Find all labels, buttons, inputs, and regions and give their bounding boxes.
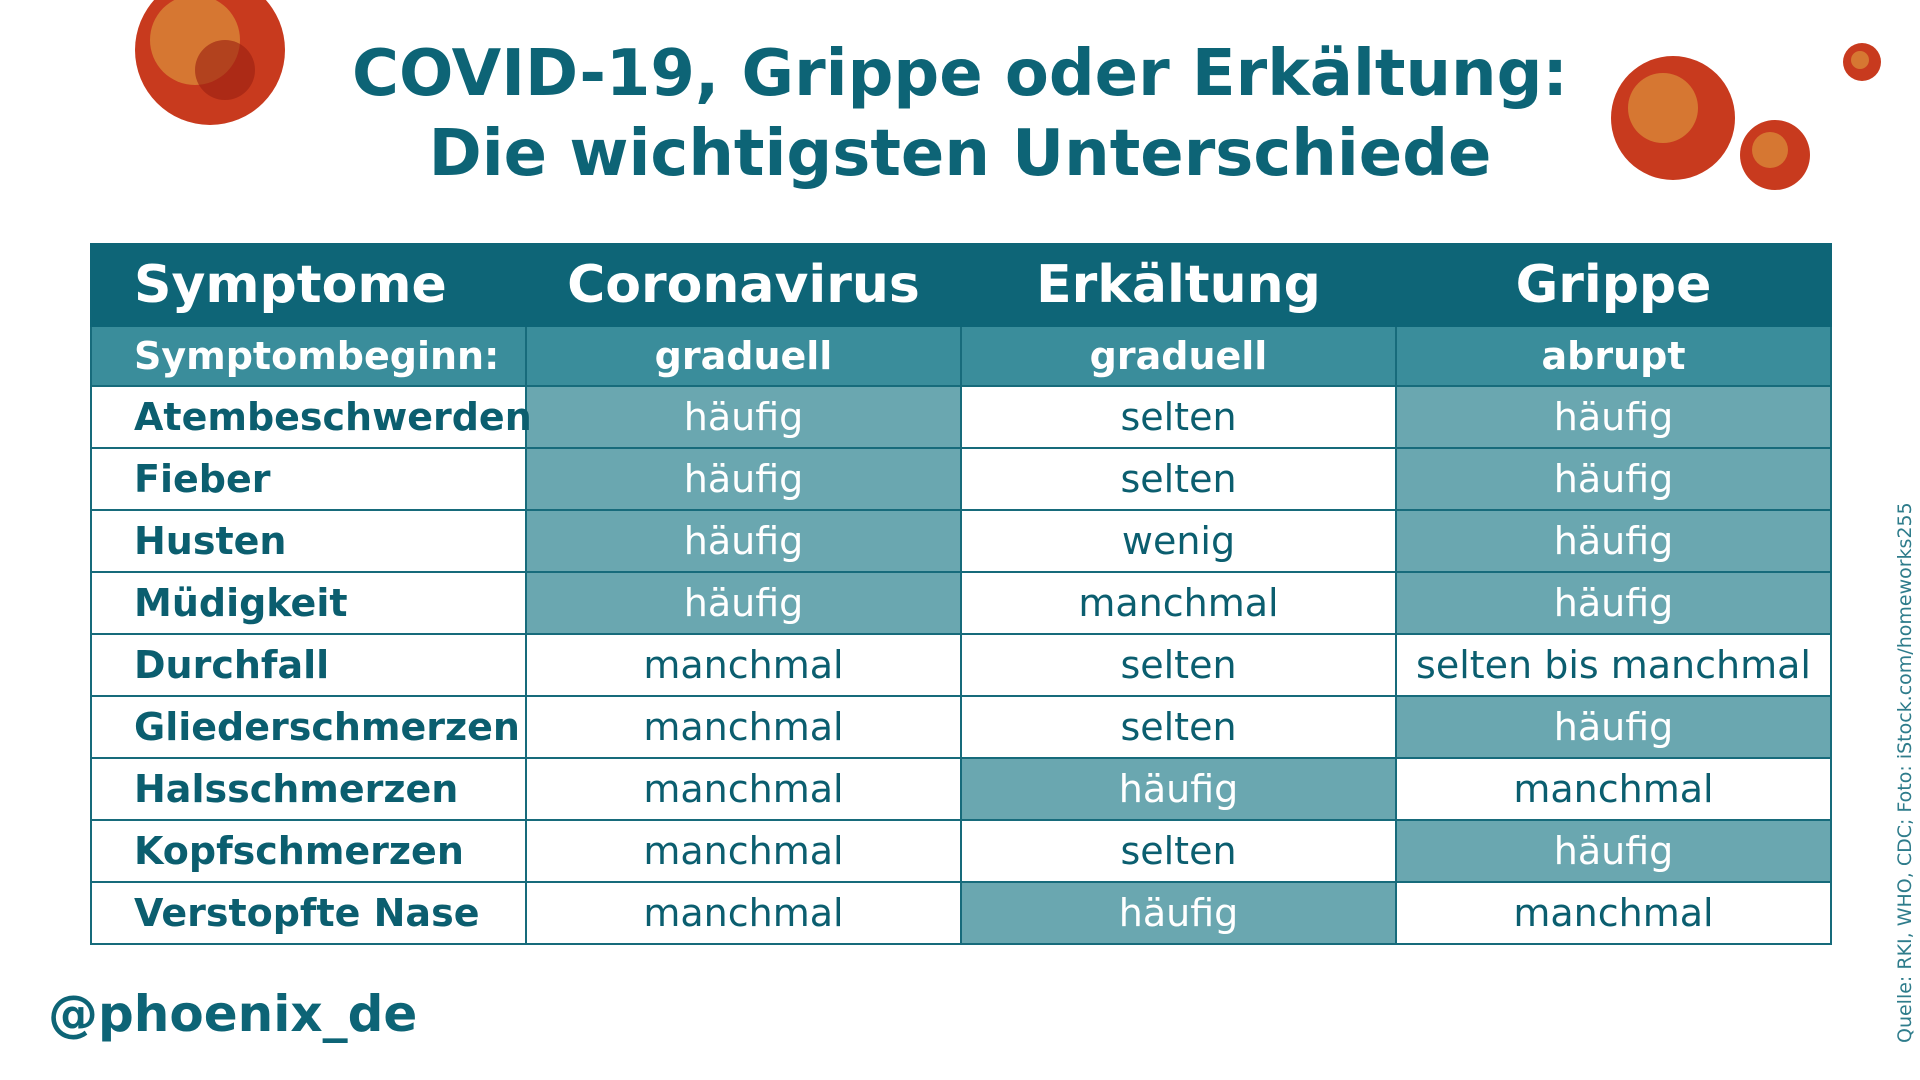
title: COVID-19, Grippe oder Erkältung: (352, 37, 1568, 111)
cell: selten bis manchmal (1395, 633, 1832, 697)
symptom: Gliederschmerzen (90, 695, 527, 759)
cell: manchmal (1395, 757, 1832, 821)
cell: häufig (525, 571, 962, 635)
cell: abrupt (1395, 325, 1832, 387)
title: Die wichtigsten Unterschiede (428, 117, 1492, 191)
column-header: Coronavirus (525, 243, 962, 327)
cell: häufig (1395, 819, 1832, 883)
cell: wenig (960, 509, 1397, 573)
table-row: Kopfschmerzen manchmal selten häufig (90, 819, 1832, 883)
cell: häufig (960, 881, 1397, 945)
cell: manchmal (525, 881, 962, 945)
header-row: Symptome Coronavirus Erkältung Grippe (90, 243, 1832, 327)
cell: manchmal (960, 571, 1397, 635)
table-row: Durchfall manchmal selten selten bis manchm… (90, 633, 1832, 697)
cell: manchmal (525, 819, 962, 883)
cell: häufig (1395, 447, 1832, 511)
cell: häufig (525, 447, 962, 511)
onset-row: Symptombeginn: graduell graduell abrupt (90, 325, 1832, 387)
comparison-table: Symptome Coronavirus Erkältung Grippe Sympt… (90, 243, 1832, 945)
table-body: Symptombeginn: graduell graduell abrupt Atem… (90, 325, 1832, 945)
virus-image (1740, 120, 1810, 190)
cell: selten (960, 447, 1397, 511)
symptom: Atembeschwerden (90, 385, 532, 449)
table-row: Halsschmerzen manchmal häufig manchmal (90, 757, 1832, 821)
cell: graduell (525, 325, 962, 387)
cell: graduell (960, 325, 1397, 387)
cell: häufig (1395, 385, 1832, 449)
cell: manchmal (525, 757, 962, 821)
column-header: Erkältung (960, 243, 1397, 327)
symptom: Verstopfte Nase (90, 881, 527, 945)
cell: manchmal (525, 695, 962, 759)
cell: häufig (1395, 509, 1832, 573)
cell: selten (960, 633, 1397, 697)
column-header: Symptome (90, 243, 527, 327)
symptom: Halsschmerzen (90, 757, 527, 821)
table-row: Fieber häufig selten häufig (90, 447, 1832, 511)
cell: häufig (1395, 695, 1832, 759)
cell: manchmal (525, 633, 962, 697)
cell: Symptombeginn: (90, 325, 527, 387)
cell: manchmal (1395, 881, 1832, 945)
symptom: Fieber (90, 447, 527, 511)
handle: @phoenix_de (48, 985, 418, 1043)
cell: häufig (525, 385, 962, 449)
cell: selten (960, 819, 1397, 883)
table-row: Gliederschmerzen manchmal selten häufig (90, 695, 1832, 759)
table-row: Müdigkeit häufig manchmal häufig (90, 571, 1832, 635)
cell: selten (960, 695, 1397, 759)
symptom: Kopfschmerzen (90, 819, 527, 883)
symptom: Müdigkeit (90, 571, 527, 635)
table-row: Atembeschwerden häufig selten häufig (90, 385, 1832, 449)
cell: häufig (525, 509, 962, 573)
source: Quelle: RKI, WHO, CDC; Foto: iStock.com/… (1894, 502, 1916, 1043)
virus-image (1611, 56, 1735, 180)
cell: selten (960, 385, 1397, 449)
symptom: Durchfall (90, 633, 527, 697)
cell: häufig (1395, 571, 1832, 635)
column-header: Grippe (1395, 243, 1832, 327)
virus-image (135, 0, 285, 125)
table-row: Verstopfte Nase manchmal häufig manchmal (90, 881, 1832, 945)
virus-image (1843, 43, 1881, 81)
cell: häufig (960, 757, 1397, 821)
symptom: Husten (90, 509, 527, 573)
table-row: Husten häufig wenig häufig (90, 509, 1832, 573)
